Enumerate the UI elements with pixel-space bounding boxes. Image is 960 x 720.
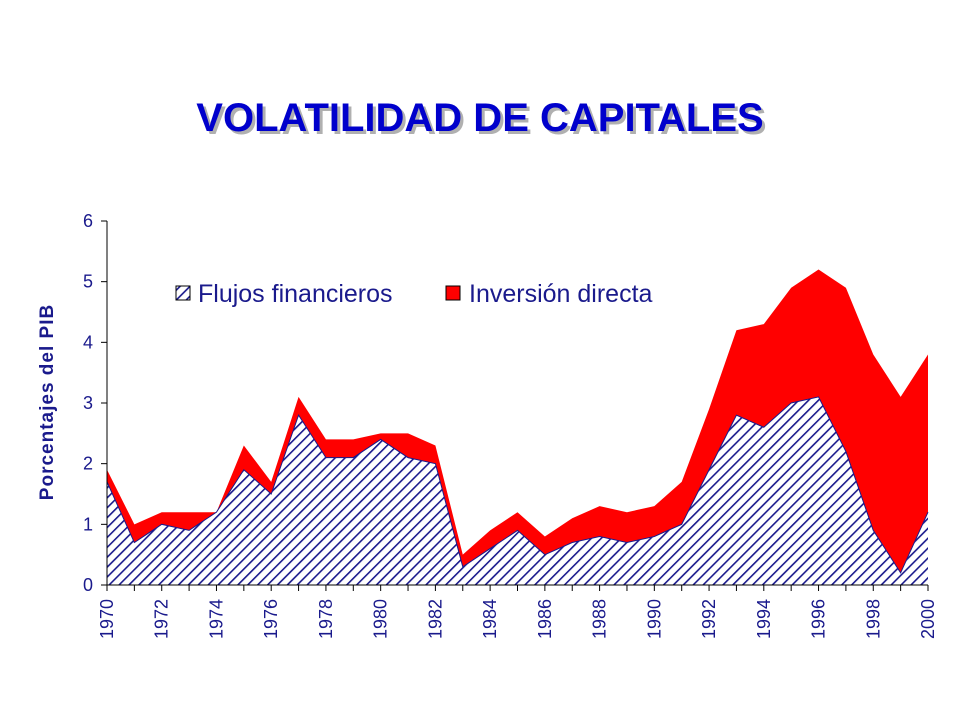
x-tick-label: 2000: [918, 599, 938, 639]
y-tick-label: 2: [83, 454, 93, 474]
x-tick-label: 1976: [261, 599, 281, 639]
x-tick-label: 1996: [809, 599, 829, 639]
x-tick-label: 1994: [754, 599, 774, 639]
legend-swatch-inversion-directa: [445, 285, 461, 301]
slide-title: VOLATILIDAD DE CAPITALES: [196, 96, 764, 140]
y-tick-label: 3: [83, 393, 93, 413]
series-flujos-financieros-line: [106, 396, 929, 574]
y-axis-title: Porcentajes del PIB: [37, 304, 58, 500]
x-tick-label: 1982: [425, 599, 445, 639]
y-tick-label: 5: [83, 272, 93, 292]
x-tick-label: 1974: [206, 599, 226, 639]
legend-label-inversion-directa: Inversión directa: [469, 280, 653, 308]
x-tick-label: 1998: [863, 599, 883, 639]
x-tick-label: 1984: [480, 599, 500, 639]
x-tick-label: 1990: [644, 599, 664, 639]
y-tick-label: 4: [83, 332, 93, 352]
x-axis-ticks: 1970 1972 1974 1976 1978 1980 1982 1984 1986 1988…: [97, 585, 938, 639]
x-tick-label: 1980: [371, 599, 391, 639]
legend-label-flujos-financieros: Flujos financieros: [198, 280, 393, 308]
y-tick-label: 0: [83, 575, 93, 595]
y-tick-label: 6: [83, 211, 93, 231]
y-axis-ticks: 0 1 2 3 4 5 6: [83, 211, 107, 595]
x-tick-label: 1992: [699, 599, 719, 639]
y-tick-label: 1: [83, 514, 93, 534]
series-flujos-financieros-area: [107, 396, 928, 585]
x-tick-label: 1972: [152, 599, 172, 639]
legend: Flujos financieros Inversión directa: [175, 280, 653, 308]
plot-area: [106, 269, 929, 585]
x-tick-label: 1986: [535, 599, 555, 639]
x-tick-label: 1988: [590, 599, 610, 639]
x-tick-label: 1970: [97, 599, 117, 639]
legend-swatch-flujos-financieros: [175, 285, 191, 301]
x-tick-label: 1978: [316, 599, 336, 639]
